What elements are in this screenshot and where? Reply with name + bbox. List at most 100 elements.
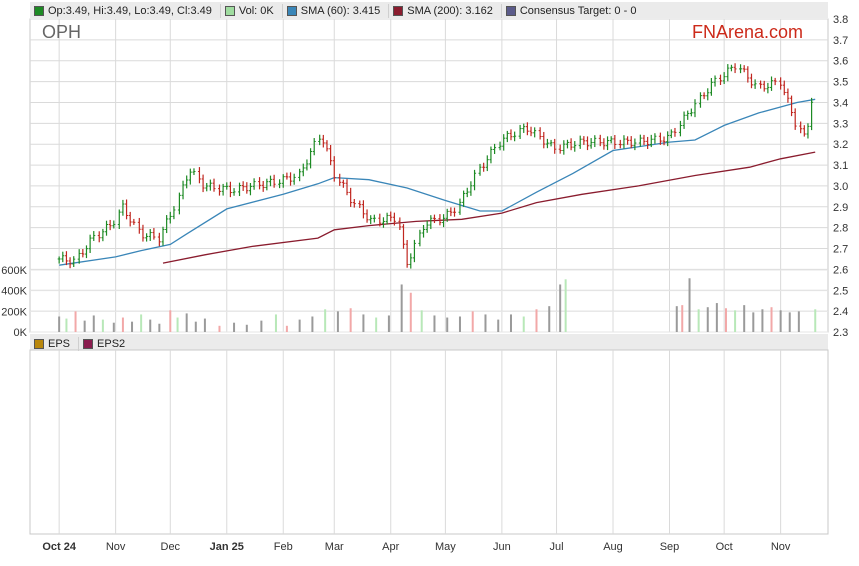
volume-bar <box>458 316 461 332</box>
ohlc-bar <box>642 134 646 146</box>
volume-bar <box>83 320 86 332</box>
volume-bar <box>497 319 500 332</box>
ohlc-bar <box>72 256 76 268</box>
volume-bar <box>169 310 172 332</box>
y-tick-label: 2.8 <box>833 223 848 235</box>
y-tick-label: 3.0 <box>833 181 848 193</box>
ohlc-bar <box>168 211 172 224</box>
volume-bar <box>715 303 718 332</box>
ohlc-bar <box>101 228 105 242</box>
volume-bar <box>559 284 562 332</box>
ohlc-bar <box>105 220 109 236</box>
ohlc-bar <box>733 63 737 74</box>
volume-bar <box>548 306 551 332</box>
legend-volume-label: Vol: 0K <box>238 5 274 17</box>
ohlc-bar <box>458 198 462 215</box>
ohlc-bar <box>192 168 196 176</box>
volume-bar <box>433 315 436 332</box>
ohlc-bar <box>522 123 526 133</box>
ohlc-bar <box>245 182 249 194</box>
volume-bar <box>509 314 512 332</box>
ohlc-bar <box>81 248 85 258</box>
ohlc-bar <box>806 123 810 139</box>
ohlc-bar <box>793 108 797 130</box>
volume-bar <box>797 311 800 332</box>
volume-bar <box>311 316 314 332</box>
ohlc-bar <box>258 177 262 190</box>
ohlc-bar <box>341 179 345 188</box>
ohlc-bar <box>462 190 466 207</box>
ohlc-bar <box>633 138 637 151</box>
ohlc-bar <box>746 66 750 83</box>
volume-bar <box>65 318 68 332</box>
volume-bar <box>131 321 134 332</box>
ohlc-bar <box>602 138 606 150</box>
y-tick-label: 3.7 <box>833 35 848 47</box>
legend-sma200: SMA (200): 3.162 <box>389 4 502 18</box>
ohlc-bar <box>165 215 169 234</box>
ohlc-bar <box>92 231 96 241</box>
ohlc-bar <box>137 217 141 234</box>
ohlc-bar <box>281 174 285 188</box>
volume-bar <box>194 321 197 332</box>
x-tick-label: Feb <box>274 541 293 553</box>
volume-bar <box>324 309 327 332</box>
ohlc-bar <box>578 135 582 149</box>
volume-bar <box>58 316 61 332</box>
ohlc-bar <box>57 256 61 264</box>
ohlc-bar <box>232 188 236 196</box>
ohlc-bar <box>181 180 185 200</box>
ohlc-bar <box>318 134 322 146</box>
legend-ohlc: Op:3.49, Hi:3.49, Lo:3.49, Cl:3.49 <box>30 4 221 18</box>
eps-panel-frame <box>29 349 829 535</box>
ohlc-bar <box>197 167 201 184</box>
ohlc-bar <box>706 88 710 101</box>
ohlc-bar <box>682 111 686 129</box>
legend-eps: EPS <box>30 337 80 351</box>
ohlc-bar <box>693 99 697 118</box>
ohlc-bar <box>649 134 653 148</box>
ohlc-bar <box>241 181 245 191</box>
ohlc-bar <box>405 240 409 268</box>
volume-bar <box>375 317 378 332</box>
ohlc-bar <box>145 233 149 242</box>
ohlc-bar <box>352 198 356 208</box>
ohlc-bar <box>128 211 132 227</box>
ohlc-bar <box>482 162 486 172</box>
ohlc-bar <box>762 80 766 92</box>
ohlc-bar <box>698 92 702 108</box>
ohlc-bar <box>666 131 670 147</box>
ohlc-bar <box>502 134 506 151</box>
ohlc-bar <box>525 122 529 136</box>
ohlc-bar <box>613 134 617 150</box>
x-tick-label: Jul <box>550 541 564 553</box>
brand-logo: FNArena.com <box>692 22 804 42</box>
volume-bar <box>260 320 263 332</box>
ohlc-bar <box>473 169 477 191</box>
ohlc-bar <box>770 76 774 91</box>
ohlc-bar <box>425 220 429 233</box>
ohlc-bar <box>188 168 192 185</box>
volume-bar <box>245 324 248 332</box>
volume-bar <box>298 319 301 332</box>
volume-bar <box>121 317 124 332</box>
ohlc-bar <box>261 180 265 192</box>
ohlc-bar <box>152 228 156 240</box>
volume-bar <box>400 284 403 332</box>
ohlc-bar <box>329 144 333 166</box>
volume-bar <box>761 309 764 332</box>
ohlc-bar <box>678 120 682 137</box>
volume-bar <box>285 325 288 332</box>
price-panel-frame <box>29 18 829 333</box>
ohlc-bar <box>358 200 362 209</box>
ohlc-bar <box>97 231 101 243</box>
legend-sma200-swatch <box>393 6 404 16</box>
y-tick-label: 2.9 <box>833 202 848 214</box>
ohlc-bar <box>702 92 706 100</box>
ohlc-bar <box>112 220 116 229</box>
ohlc-bar <box>278 179 282 189</box>
ohlc-bar <box>372 214 376 223</box>
ohlc-bar <box>489 146 493 164</box>
ohlc-bar <box>438 214 442 226</box>
